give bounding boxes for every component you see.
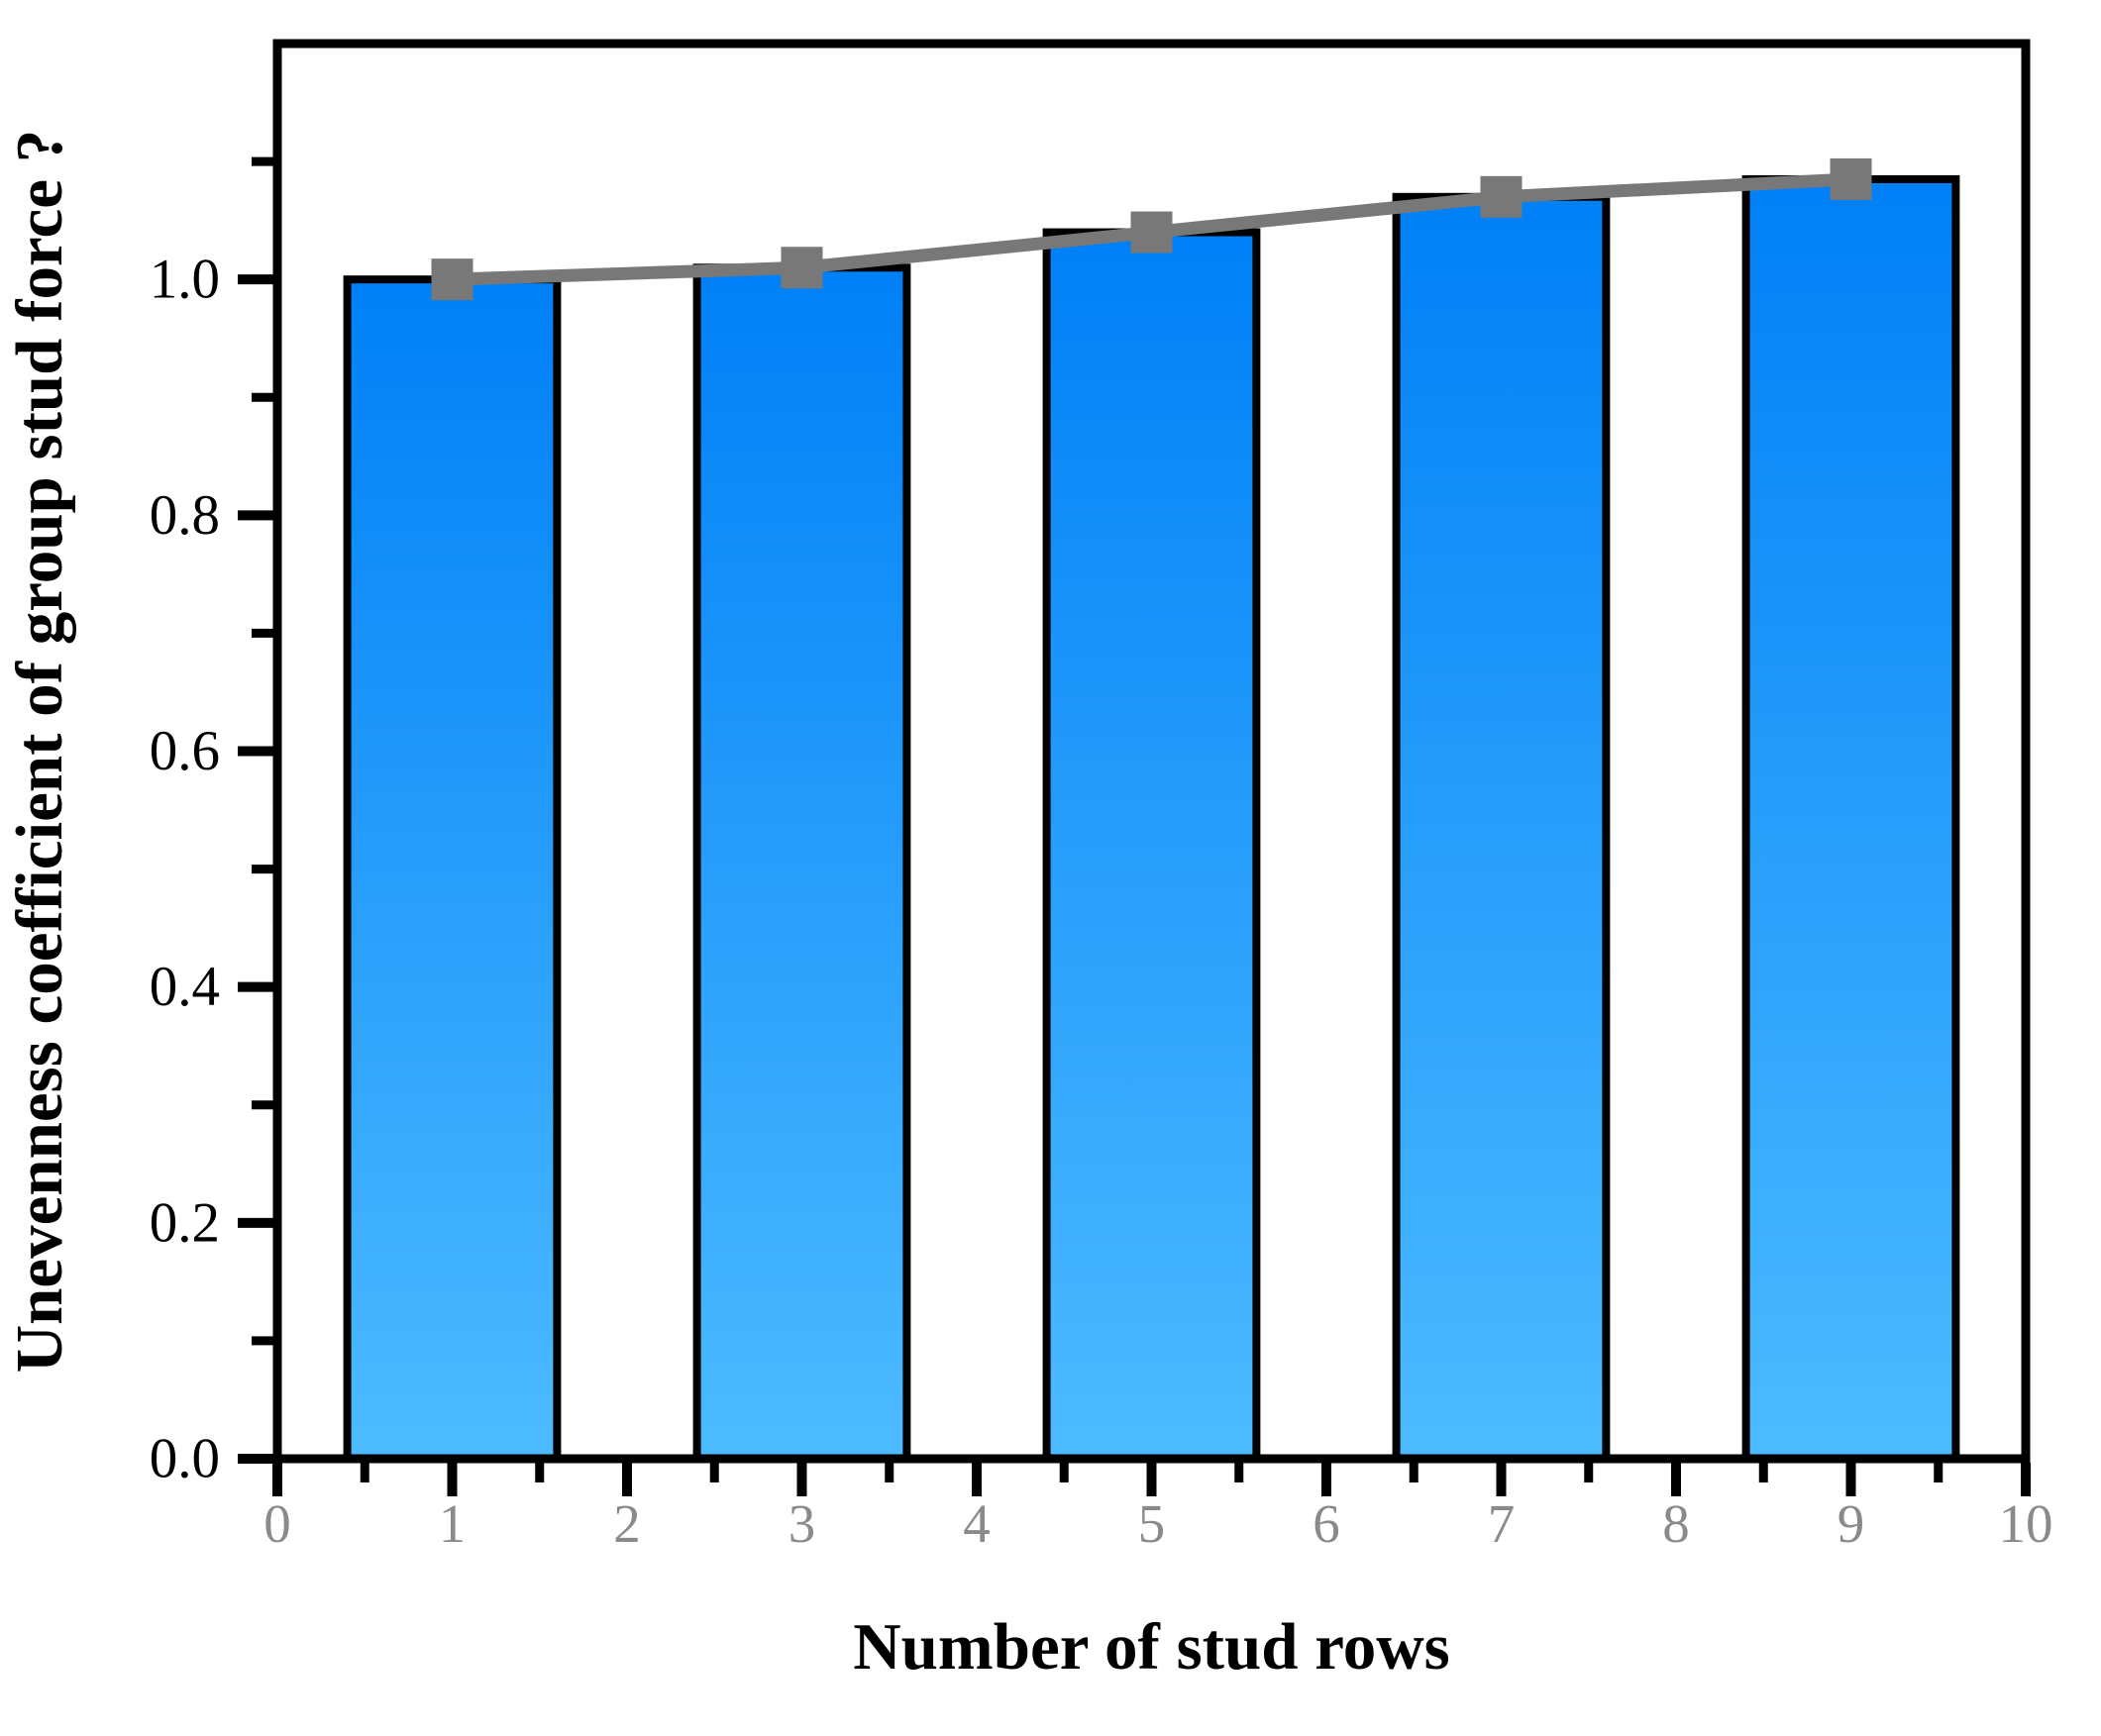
- x-tick-label-5: 5: [1138, 1493, 1166, 1554]
- x-tick-label-4: 4: [963, 1493, 991, 1554]
- x-tick-label-9: 9: [1838, 1493, 1865, 1554]
- x-tick-label-6: 6: [1313, 1493, 1340, 1554]
- y-tick-label-0.6: 0.6: [150, 720, 220, 782]
- bar-x3: [692, 263, 911, 1464]
- x-tick-label-10: 10: [1999, 1493, 2053, 1554]
- x-axis-tick-labels: 0 1 2 3 4 5 6 7 8 9 10: [263, 1493, 2052, 1554]
- plot-frame: [272, 39, 2031, 1464]
- bar-x7: [1392, 192, 1611, 1463]
- x-tick-label-8: 8: [1662, 1493, 1690, 1554]
- marker-x1: [431, 258, 473, 301]
- bars-group: [343, 174, 1960, 1464]
- markers-group: [431, 157, 1872, 301]
- y-tick-label-0.8: 0.8: [150, 484, 220, 547]
- y-tick-label-1.0: 1.0: [150, 249, 220, 311]
- y-axis-ticks: [238, 156, 273, 1464]
- x-axis-ticks: [272, 1463, 2031, 1496]
- y-tick-label-0.4: 0.4: [150, 956, 220, 1018]
- bar-x5: [1042, 228, 1261, 1464]
- y-tick-label-0.0: 0.0: [150, 1428, 220, 1490]
- marker-x5: [1130, 211, 1173, 254]
- x-tick-label-2: 2: [613, 1493, 641, 1554]
- marker-x9: [1830, 157, 1872, 200]
- bar-x9: [1741, 174, 1960, 1464]
- marker-x3: [781, 247, 823, 289]
- x-tick-label-0: 0: [263, 1493, 291, 1554]
- y-axis-title: Unevenness coefficient of group stud for…: [3, 130, 76, 1374]
- y-axis-tick-labels: 0.0 0.2 0.4 0.6 0.8 1.0: [150, 249, 220, 1490]
- x-axis-title: Number of stud rows: [853, 1610, 1449, 1684]
- bar-x1: [343, 275, 562, 1464]
- x-tick-label-1: 1: [439, 1493, 467, 1554]
- x-tick-label-7: 7: [1488, 1493, 1516, 1554]
- marker-x7: [1480, 175, 1523, 218]
- y-tick-label-0.2: 0.2: [150, 1191, 220, 1254]
- x-tick-label-3: 3: [788, 1493, 816, 1554]
